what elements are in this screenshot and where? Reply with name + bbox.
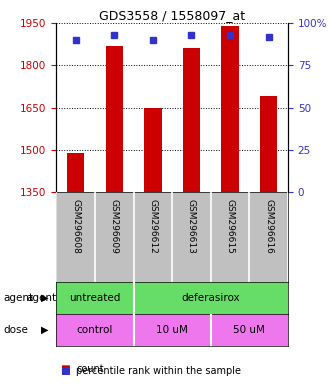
Text: GSM296612: GSM296612: [148, 199, 157, 254]
Text: GSM296609: GSM296609: [110, 199, 119, 254]
Bar: [133, 282, 288, 314]
Bar: [183, 48, 200, 192]
Text: 10 uM: 10 uM: [156, 325, 188, 335]
Bar: [67, 152, 84, 192]
Text: agent: agent: [26, 293, 56, 303]
Bar: [56, 314, 133, 346]
Title: GDS3558 / 1558097_at: GDS3558 / 1558097_at: [99, 9, 245, 22]
Text: dose: dose: [3, 325, 28, 335]
Text: control: control: [77, 325, 113, 335]
Text: GSM296608: GSM296608: [71, 199, 80, 254]
Text: ■: ■: [60, 366, 69, 376]
Text: ▶: ▶: [41, 293, 48, 303]
Text: deferasirox: deferasirox: [181, 293, 240, 303]
Bar: [106, 46, 123, 192]
Bar: [221, 26, 239, 192]
Text: percentile rank within the sample: percentile rank within the sample: [76, 366, 241, 376]
Bar: [56, 282, 133, 314]
Bar: [211, 314, 288, 346]
Text: GSM296613: GSM296613: [187, 199, 196, 254]
Text: untreated: untreated: [69, 293, 120, 303]
Text: ▶: ▶: [41, 325, 48, 335]
Text: ■: ■: [60, 364, 69, 374]
Text: GSM296615: GSM296615: [225, 199, 235, 254]
Text: agent: agent: [3, 293, 33, 303]
Text: GSM296616: GSM296616: [264, 199, 273, 254]
Bar: [260, 96, 277, 192]
Bar: [144, 108, 162, 192]
Text: count: count: [76, 364, 104, 374]
Text: 50 uM: 50 uM: [233, 325, 265, 335]
Bar: [133, 314, 211, 346]
